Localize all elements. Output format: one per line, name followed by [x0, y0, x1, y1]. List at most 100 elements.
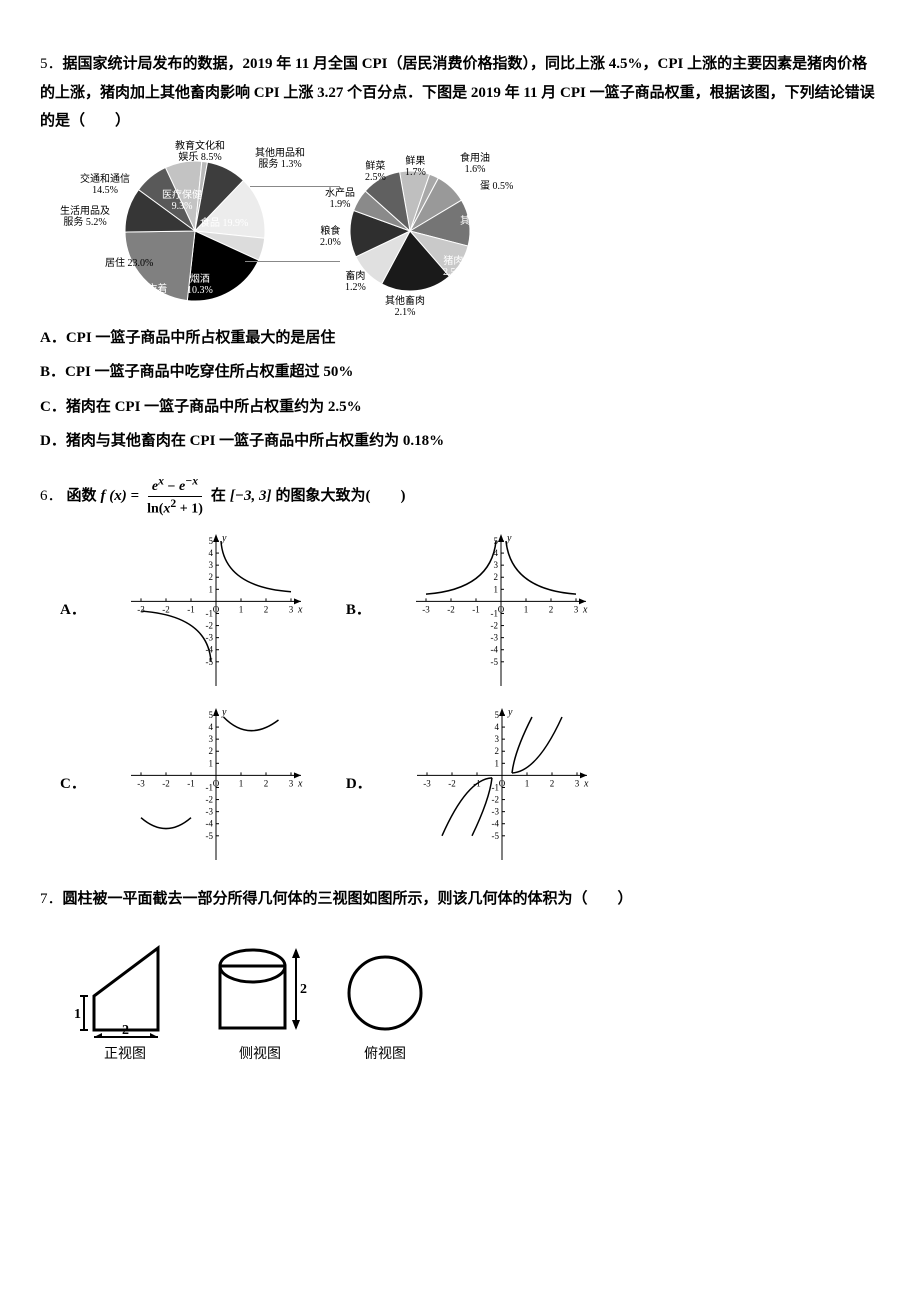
q6-row-cd: C． -3-2-1O123x12345-1-2-3-4-5y D． -3-2-1…: [60, 705, 880, 865]
svg-text:O: O: [498, 604, 505, 614]
svg-text:2: 2: [122, 1023, 129, 1038]
graph-a: -3-2-1O123x12345-1-2-3-4-5y: [126, 531, 306, 691]
svg-text:x: x: [583, 778, 589, 789]
svg-text:3: 3: [493, 560, 498, 570]
svg-text:1: 1: [208, 584, 213, 594]
svg-text:-2: -2: [447, 604, 455, 614]
q6-row-ab: A． -3-2-1O123x12345-1-2-3-4-5y B． -3-2-1…: [60, 531, 880, 691]
graph-c: -3-2-1O123x12345-1-2-3-4-5y: [126, 705, 306, 865]
top-view: 俯视图: [340, 938, 430, 1069]
svg-text:5: 5: [494, 710, 499, 720]
svg-text:-3: -3: [491, 806, 499, 816]
svg-text:O: O: [213, 778, 220, 788]
q6-label-b[interactable]: B．: [346, 596, 371, 625]
svg-text:-1: -1: [205, 782, 213, 792]
q6-label-a[interactable]: A．: [60, 596, 86, 625]
svg-text:O: O: [213, 604, 220, 614]
svg-text:1: 1: [74, 1007, 81, 1022]
top-view-svg: [340, 938, 430, 1038]
q7-stem: 7．圆柱被一平面截去一部分所得几何体的三视图如图所示，则该几何体的体积为（ ）: [40, 885, 880, 914]
svg-text:1: 1: [239, 604, 244, 614]
svg-text:y: y: [507, 707, 513, 718]
svg-text:2: 2: [208, 746, 213, 756]
svg-text:5: 5: [208, 710, 213, 720]
svg-text:-3: -3: [205, 632, 213, 642]
svg-text:-1: -1: [205, 608, 213, 618]
svg-text:-2: -2: [491, 794, 499, 804]
svg-text:-4: -4: [491, 818, 499, 828]
svg-text:-4: -4: [490, 644, 498, 654]
svg-text:-1: -1: [491, 782, 499, 792]
q5-stem-text: 据国家统计局发布的数据，2019 年 11 月全国 CPI（居民消费价格指数），…: [40, 56, 875, 129]
svg-text:1: 1: [208, 758, 213, 768]
svg-text:4: 4: [208, 722, 213, 732]
svg-text:1: 1: [493, 584, 498, 594]
svg-text:3: 3: [208, 560, 213, 570]
q5-option-c[interactable]: C．猪肉在 CPI 一篮子商品中所占权重约为 2.5%: [40, 393, 880, 422]
q7-number: 7．: [40, 891, 63, 907]
svg-text:3: 3: [494, 734, 499, 744]
top-caption: 俯视图: [340, 1042, 430, 1069]
q6-prefix: 函数: [67, 482, 97, 511]
q5-option-d[interactable]: D．猪肉与其他畜肉在 CPI 一篮子商品中所占权重约为 0.18%: [40, 427, 880, 456]
svg-text:2: 2: [549, 604, 554, 614]
svg-text:-5: -5: [205, 656, 213, 666]
svg-text:-3: -3: [490, 632, 498, 642]
side-caption: 侧视图: [210, 1042, 310, 1069]
svg-text:-2: -2: [448, 778, 456, 788]
front-caption: 正视图: [70, 1042, 180, 1069]
svg-text:x: x: [297, 604, 303, 615]
svg-text:3: 3: [574, 604, 579, 614]
svg-text:-1: -1: [490, 608, 498, 618]
svg-text:2: 2: [264, 604, 269, 614]
q6-stem: 6． 函数 f (x) = ex − e−x ln(x2 + 1) 在[−3, …: [40, 476, 880, 517]
svg-text:-2: -2: [162, 778, 170, 788]
q7-stem-text: 圆柱被一平面截去一部分所得几何体的三视图如图所示，则该几何体的体积为（ ）: [63, 891, 633, 907]
svg-text:-4: -4: [205, 818, 213, 828]
q5-option-a[interactable]: A．CPI 一篮子商品中所占权重最大的是居住: [40, 324, 880, 353]
svg-text:-2: -2: [490, 620, 498, 630]
graph-d: -3-2-1O123x12345-1-2-3-4-5y: [412, 705, 592, 865]
svg-text:-5: -5: [205, 830, 213, 840]
svg-text:-2: -2: [205, 620, 213, 630]
svg-text:-2: -2: [162, 604, 170, 614]
svg-text:1: 1: [494, 758, 499, 768]
q6-label-d[interactable]: D．: [346, 770, 372, 799]
q7-three-views: 1 2 正视图 2 侧视图 俯视图: [70, 938, 880, 1069]
svg-text:-3: -3: [422, 604, 430, 614]
q5-option-b[interactable]: B．CPI 一篮子商品中吃穿住所占权重超过 50%: [40, 358, 880, 387]
q5-pie-charts: 教育文化和娱乐 8.5%其他用品和服务 1.3%医疗保健9.3%交通和通信14.…: [90, 146, 880, 306]
q6-label-c[interactable]: C．: [60, 770, 86, 799]
svg-text:4: 4: [208, 548, 213, 558]
front-view-svg: 1 2: [70, 938, 180, 1038]
q6-interval: [−3, 3]: [230, 482, 272, 511]
side-view: 2 侧视图: [210, 938, 310, 1069]
svg-text:x: x: [582, 604, 588, 615]
svg-text:-1: -1: [187, 604, 195, 614]
svg-text:4: 4: [494, 722, 499, 732]
svg-text:1: 1: [524, 778, 529, 788]
svg-text:1: 1: [524, 604, 529, 614]
svg-text:-3: -3: [205, 806, 213, 816]
pie-main: 教育文化和娱乐 8.5%其他用品和服务 1.3%医疗保健9.3%交通和通信14.…: [90, 146, 280, 306]
svg-text:-3: -3: [137, 604, 145, 614]
svg-text:-5: -5: [491, 830, 499, 840]
svg-text:3: 3: [289, 604, 294, 614]
q6-number: 6．: [40, 482, 63, 511]
svg-text:y: y: [221, 707, 227, 718]
q5-stem: 5．据国家统计局发布的数据，2019 年 11 月全国 CPI（居民消费价格指数…: [40, 50, 880, 136]
svg-text:-1: -1: [187, 778, 195, 788]
front-view: 1 2 正视图: [70, 938, 180, 1069]
side-view-svg: 2: [210, 938, 310, 1038]
svg-text:-5: -5: [490, 656, 498, 666]
svg-text:3: 3: [574, 778, 579, 788]
svg-text:2: 2: [493, 572, 498, 582]
svg-text:3: 3: [289, 778, 294, 788]
q6-suffix: 的图象大致为( ): [276, 482, 406, 511]
svg-text:y: y: [221, 533, 227, 544]
svg-text:5: 5: [208, 536, 213, 546]
pie-food: 食用油1.6%蛋 0.5%鲜果1.7%鲜菜2.5%水产品1.9%其他 3.8%粮…: [310, 156, 480, 296]
svg-text:-2: -2: [205, 794, 213, 804]
q6-fx: f (x) =: [101, 482, 140, 511]
svg-text:3: 3: [208, 734, 213, 744]
